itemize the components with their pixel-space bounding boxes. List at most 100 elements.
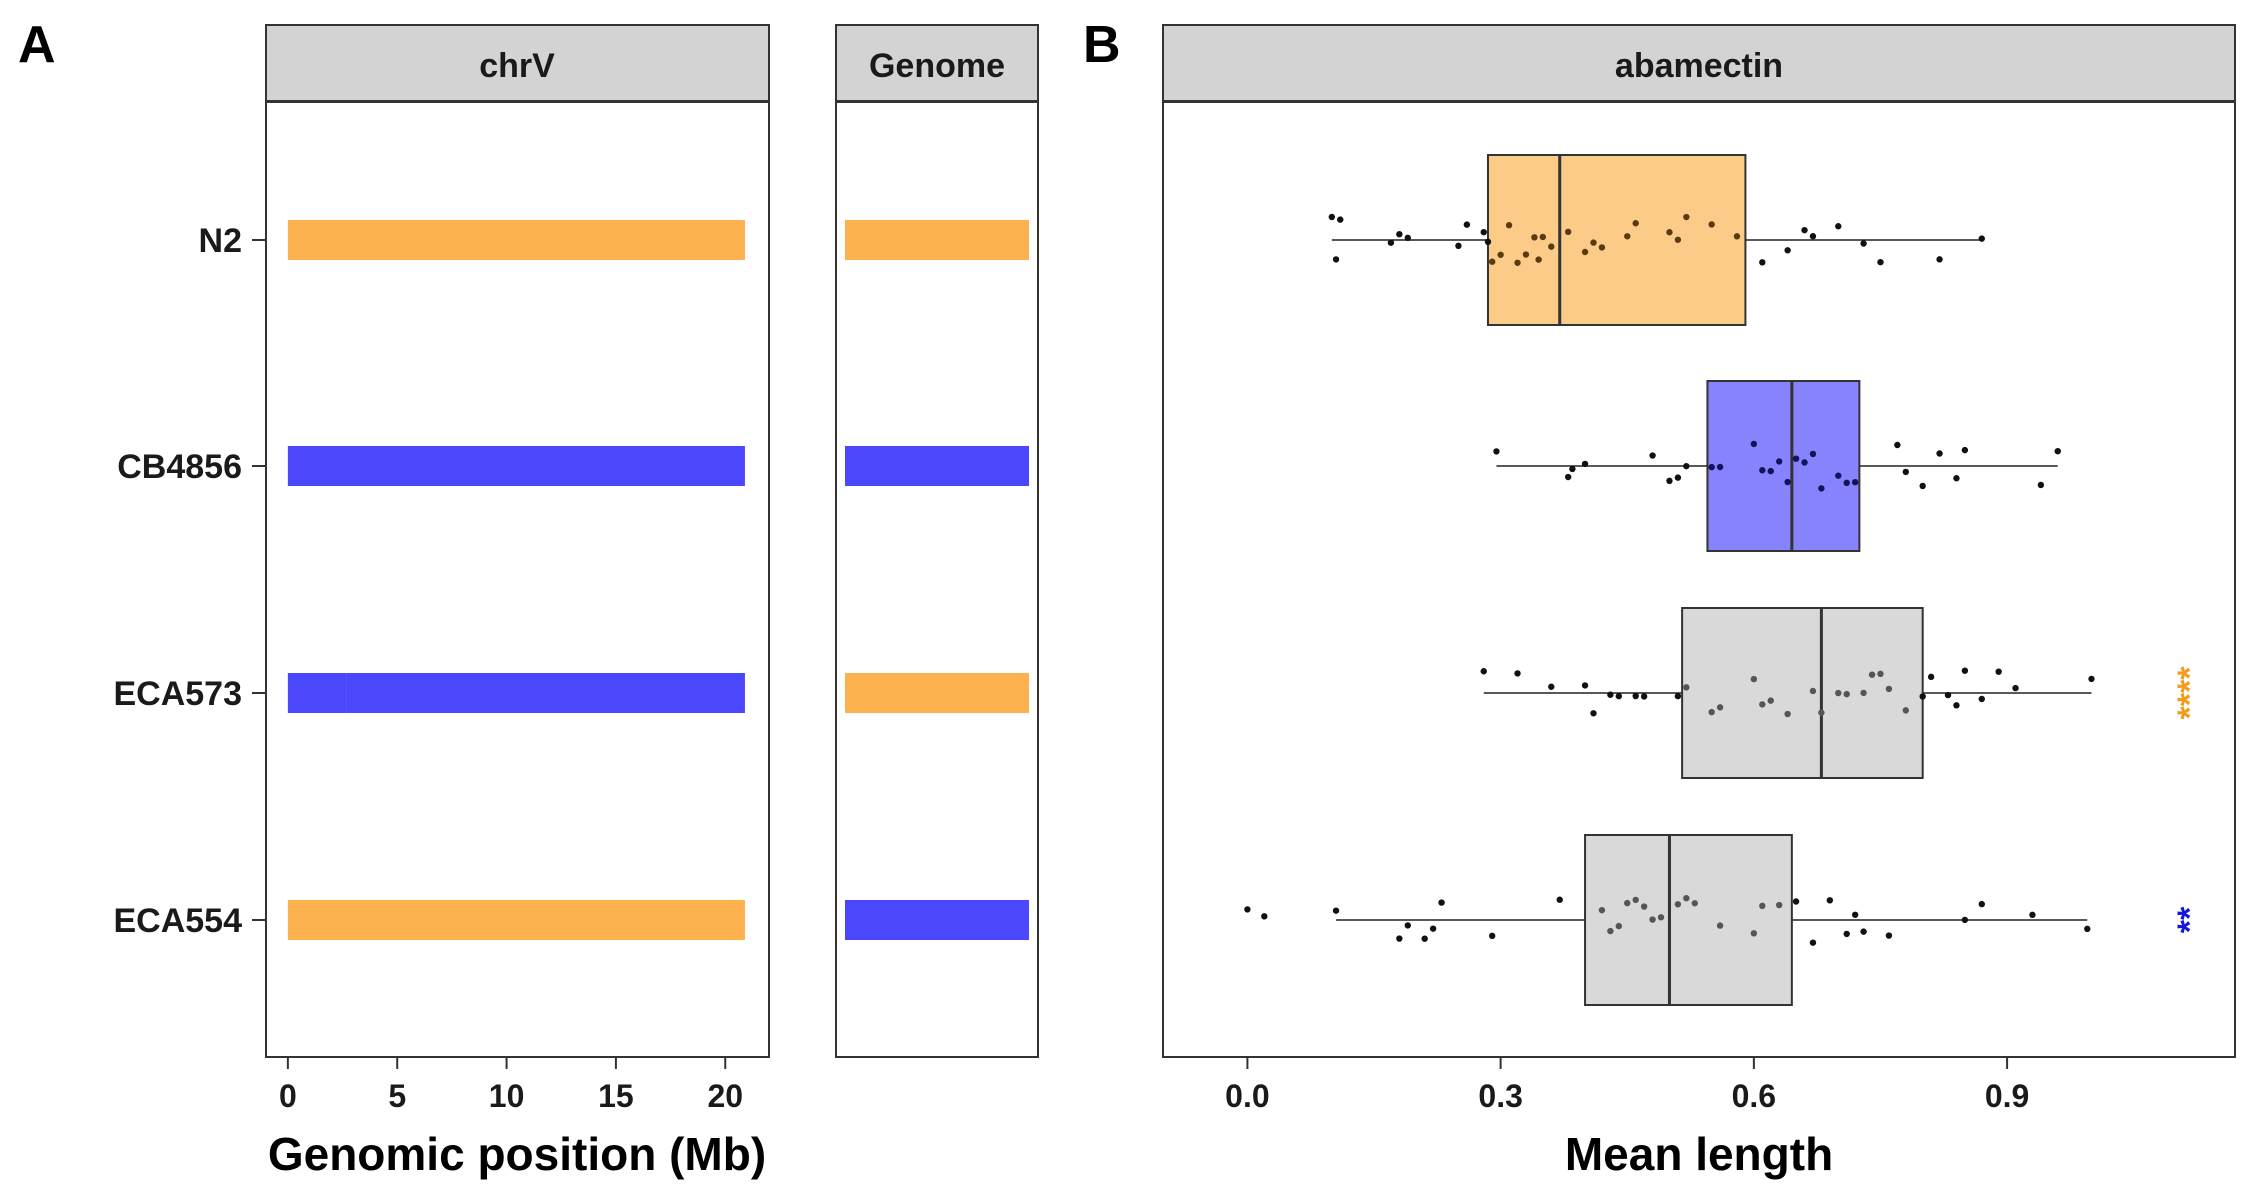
data-point xyxy=(1835,472,1842,479)
data-point xyxy=(1674,901,1682,908)
data-point xyxy=(1632,220,1639,227)
chrv-segment-eca573 xyxy=(287,673,347,713)
data-point xyxy=(1826,897,1834,904)
data-point xyxy=(1767,467,1774,475)
data-point xyxy=(1396,230,1403,238)
data-point xyxy=(1801,226,1808,234)
data-point xyxy=(1564,473,1572,481)
data-point xyxy=(1497,251,1504,258)
data-point xyxy=(2029,911,2036,919)
data-point xyxy=(1860,240,1867,247)
data-point xyxy=(1792,455,1800,462)
boxplot-n2 xyxy=(1328,154,1985,326)
data-point xyxy=(1809,450,1817,458)
data-point xyxy=(1514,259,1521,266)
data-point xyxy=(1590,710,1597,717)
data-point xyxy=(1480,228,1487,236)
data-point xyxy=(2084,925,2091,933)
abamectin-x-axis: 0.0 0.3 0.6 0.9 xyxy=(1225,1057,2029,1114)
data-point xyxy=(1953,475,1960,482)
data-point xyxy=(1860,928,1867,935)
data-point xyxy=(2037,481,2045,489)
data-point xyxy=(1429,925,1437,932)
data-point xyxy=(1784,710,1791,718)
data-point xyxy=(1809,687,1817,695)
box xyxy=(1706,380,1861,552)
data-point xyxy=(1733,233,1741,240)
data-point xyxy=(1851,911,1859,918)
data-point xyxy=(1674,692,1682,700)
data-point xyxy=(1835,689,1842,697)
data-point xyxy=(1548,243,1555,250)
genome-strip-title: Genome xyxy=(869,47,1005,85)
data-point xyxy=(1484,238,1492,246)
abamectin-x-tick-label: 0.0 xyxy=(1225,1078,1269,1114)
data-point xyxy=(1624,899,1631,907)
data-point xyxy=(1961,667,1969,674)
data-point xyxy=(1877,670,1884,678)
chrv-strip xyxy=(265,24,770,103)
data-point xyxy=(1716,922,1724,929)
data-point xyxy=(1961,446,1969,454)
abamectin-strip-title: abamectin xyxy=(1615,47,1783,85)
data-point xyxy=(1564,228,1572,236)
data-point xyxy=(1759,259,1766,266)
data-point xyxy=(1438,899,1445,906)
data-point xyxy=(1632,896,1639,904)
data-point xyxy=(1261,913,1268,920)
data-point xyxy=(1522,251,1530,258)
data-point xyxy=(1961,916,1969,924)
chrv-strip-title: chrV xyxy=(479,47,555,85)
data-point xyxy=(1332,907,1340,914)
chrv-x-axis: 0 5 10 15 20 xyxy=(279,1057,743,1114)
data-point xyxy=(1767,697,1774,704)
data-point xyxy=(1868,671,1876,678)
data-point xyxy=(1581,248,1589,256)
box xyxy=(1681,607,1924,779)
data-point xyxy=(1615,922,1623,930)
data-point xyxy=(1835,223,1842,230)
data-point xyxy=(1919,482,1926,490)
data-point xyxy=(1337,216,1344,223)
data-point xyxy=(1421,935,1428,942)
data-point xyxy=(1809,233,1817,240)
data-point xyxy=(1332,256,1340,263)
data-point xyxy=(1683,213,1690,221)
data-point xyxy=(1843,690,1850,698)
data-point xyxy=(1902,707,1910,714)
strain-label-eca554: ECA554 xyxy=(113,902,242,940)
chrv-segment-eca573 xyxy=(346,673,745,713)
data-point xyxy=(1480,668,1487,675)
abamectin-x-tick-label: 0.9 xyxy=(1985,1078,2029,1114)
abamectin-strip xyxy=(1162,24,2236,103)
data-point xyxy=(1598,244,1606,251)
genome-plot-area xyxy=(835,101,1039,1058)
chrv-x-tick-label: 10 xyxy=(489,1078,525,1114)
data-point xyxy=(1590,239,1597,246)
significance-label-eca554: ** xyxy=(2171,906,2209,933)
data-point xyxy=(1404,234,1411,242)
data-point xyxy=(1396,935,1403,942)
data-point xyxy=(1387,239,1395,246)
genome-bar-cb4856 xyxy=(845,446,1029,486)
facet-chrv: chrV 0 5 10 15 20 Genomic position (Mb) xyxy=(265,24,770,1180)
data-point xyxy=(1708,221,1715,228)
genome-strip xyxy=(835,24,1039,103)
data-point xyxy=(1598,906,1606,914)
data-point xyxy=(1818,485,1825,492)
data-point xyxy=(1750,440,1758,448)
box-plots: ****** xyxy=(1244,154,2209,1006)
chrv-segment-n2 xyxy=(287,220,745,260)
data-point xyxy=(1548,683,1555,690)
panel-b-letter: B xyxy=(1083,16,1121,74)
data-point xyxy=(2088,675,2095,683)
data-point xyxy=(1244,906,1251,913)
data-point xyxy=(2012,684,2019,692)
genome-bar-eca573 xyxy=(845,673,1029,713)
genome-bar-eca554 xyxy=(845,900,1029,940)
chrv-x-axis-title: Genomic position (Mb) xyxy=(268,1128,766,1180)
data-point xyxy=(1624,233,1631,240)
data-point xyxy=(1674,236,1682,243)
data-point xyxy=(2054,447,2061,455)
data-point xyxy=(1784,478,1791,486)
